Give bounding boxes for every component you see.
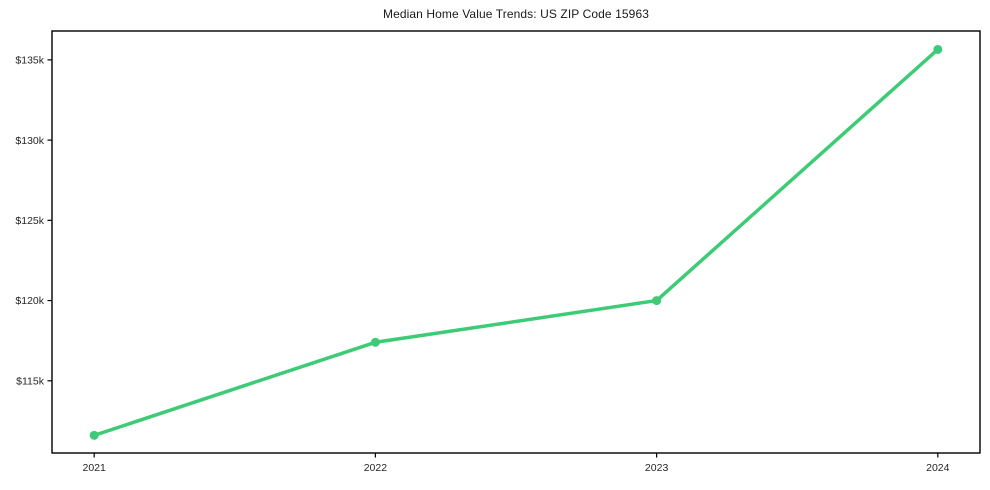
data-point xyxy=(89,430,99,440)
y-axis-tick-label: $130k xyxy=(15,135,44,147)
chart-title: Median Home Value Trends: US ZIP Code 15… xyxy=(382,7,649,21)
plot-border xyxy=(51,30,981,454)
x-axis-tick-label: 2024 xyxy=(926,462,950,474)
data-point xyxy=(652,296,662,306)
y-axis-tick-label: $115k xyxy=(16,375,45,387)
data-point xyxy=(370,337,380,347)
x-axis-tick-label: 2021 xyxy=(83,462,107,474)
data-point xyxy=(933,44,943,54)
trend-line xyxy=(92,47,940,438)
x-axis-tick-label: 2023 xyxy=(645,462,669,474)
y-axis-tick-label: $125k xyxy=(15,215,44,227)
y-axis-tick-label: $135k xyxy=(15,55,44,67)
y-axis-tick-label: $120k xyxy=(15,295,44,307)
x-axis-tick-label: 2022 xyxy=(364,462,388,474)
